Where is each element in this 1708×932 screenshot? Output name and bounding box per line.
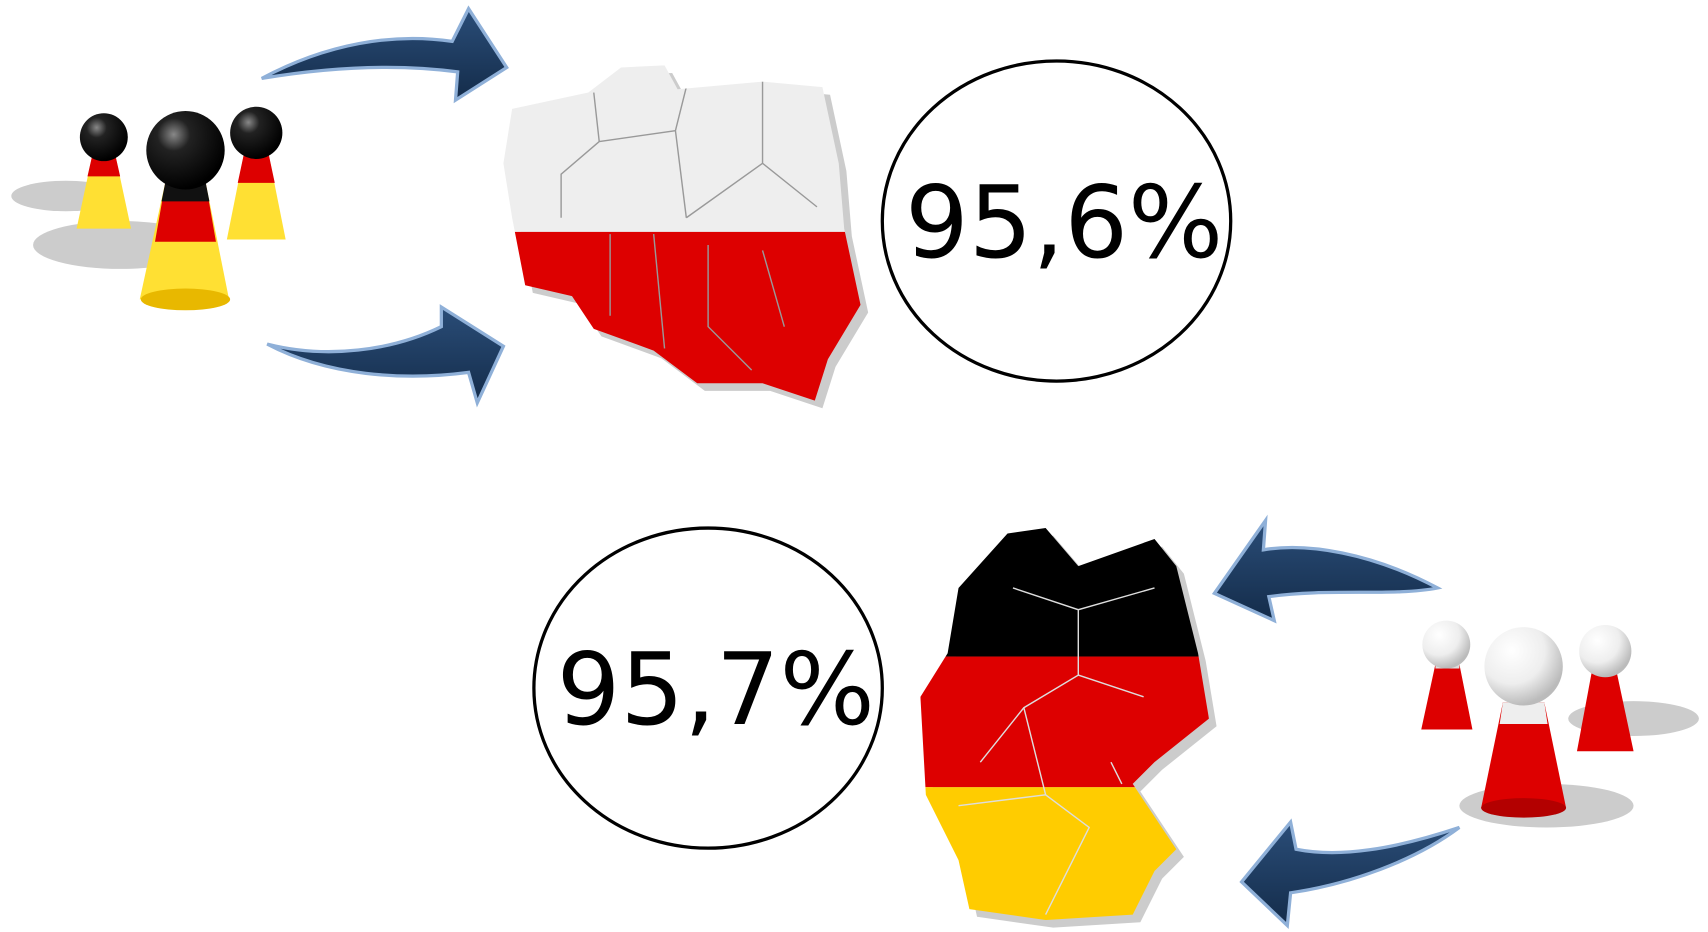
percentage: 95,7% [557, 631, 875, 748]
poland-map [503, 65, 869, 409]
germany-map [920, 528, 1217, 928]
circle-badge [880, 59, 1233, 383]
arrows [260, 5, 1461, 929]
percentage: 95,6% [905, 164, 1223, 281]
polish-pawns [1421, 620, 1699, 828]
circle-badge [532, 526, 884, 850]
german-pawns [11, 106, 286, 311]
